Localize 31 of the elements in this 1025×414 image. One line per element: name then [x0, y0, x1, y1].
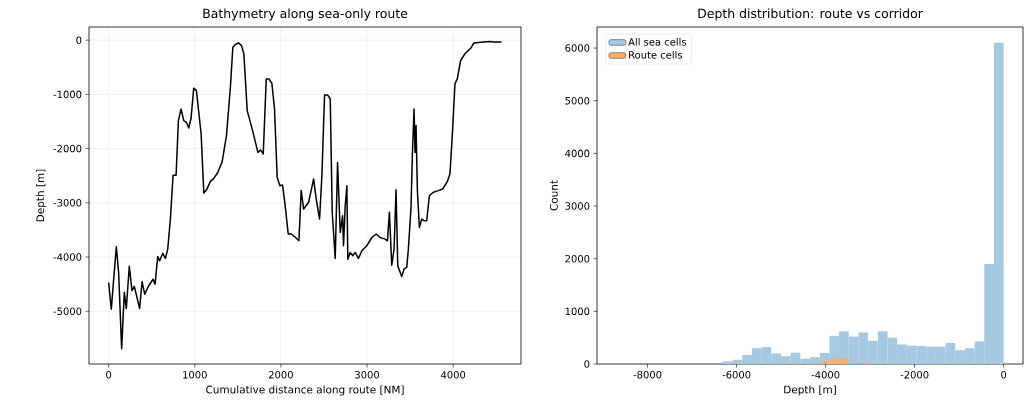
y-axis-title: Depth [m] [36, 169, 47, 222]
y-tick-label: -1000 [53, 90, 82, 99]
x-tick-label: 1000 [183, 371, 207, 379]
legend-label: All sea cells [628, 37, 687, 46]
x-tick-label: -8000 [633, 371, 662, 379]
y-tick-label: 2000 [565, 254, 590, 263]
y-axis-title: Count [549, 180, 558, 211]
y-tick-label: 4000 [565, 149, 590, 158]
y-tick-label: 6000 [565, 44, 590, 52]
x-tick-label: 4000 [440, 371, 466, 379]
x-tick-label: 0 [1001, 371, 1007, 379]
x-tick-label: 0 [106, 371, 112, 379]
x-tick-label: 3000 [355, 371, 380, 379]
y-tick-label: 5000 [565, 96, 590, 105]
x-tick-label: -6000 [722, 371, 751, 379]
chart-title: Depth distribution: route vs corridor [698, 8, 923, 21]
chart-title: Bathymetry along sea-only route [203, 8, 408, 21]
y-tick-label: 1000 [565, 307, 590, 316]
x-axis-title: Depth [m] [784, 385, 836, 396]
y-tick-label: -5000 [53, 307, 82, 316]
y-tick-label: 0 [76, 36, 82, 44]
x-tick-label: -4000 [811, 371, 840, 379]
x-tick-label: -2000 [900, 371, 929, 379]
legend-label: Route cells [629, 50, 683, 59]
y-tick-label: 3000 [565, 202, 590, 210]
x-tick-label: 2000 [268, 371, 293, 379]
y-tick-label: -4000 [53, 253, 82, 261]
y-tick-label: 0 [584, 360, 590, 368]
y-tick-label: -2000 [53, 144, 82, 153]
x-axis-title: Cumulative distance along route [NM] [206, 385, 404, 396]
y-tick-label: -3000 [53, 199, 82, 207]
